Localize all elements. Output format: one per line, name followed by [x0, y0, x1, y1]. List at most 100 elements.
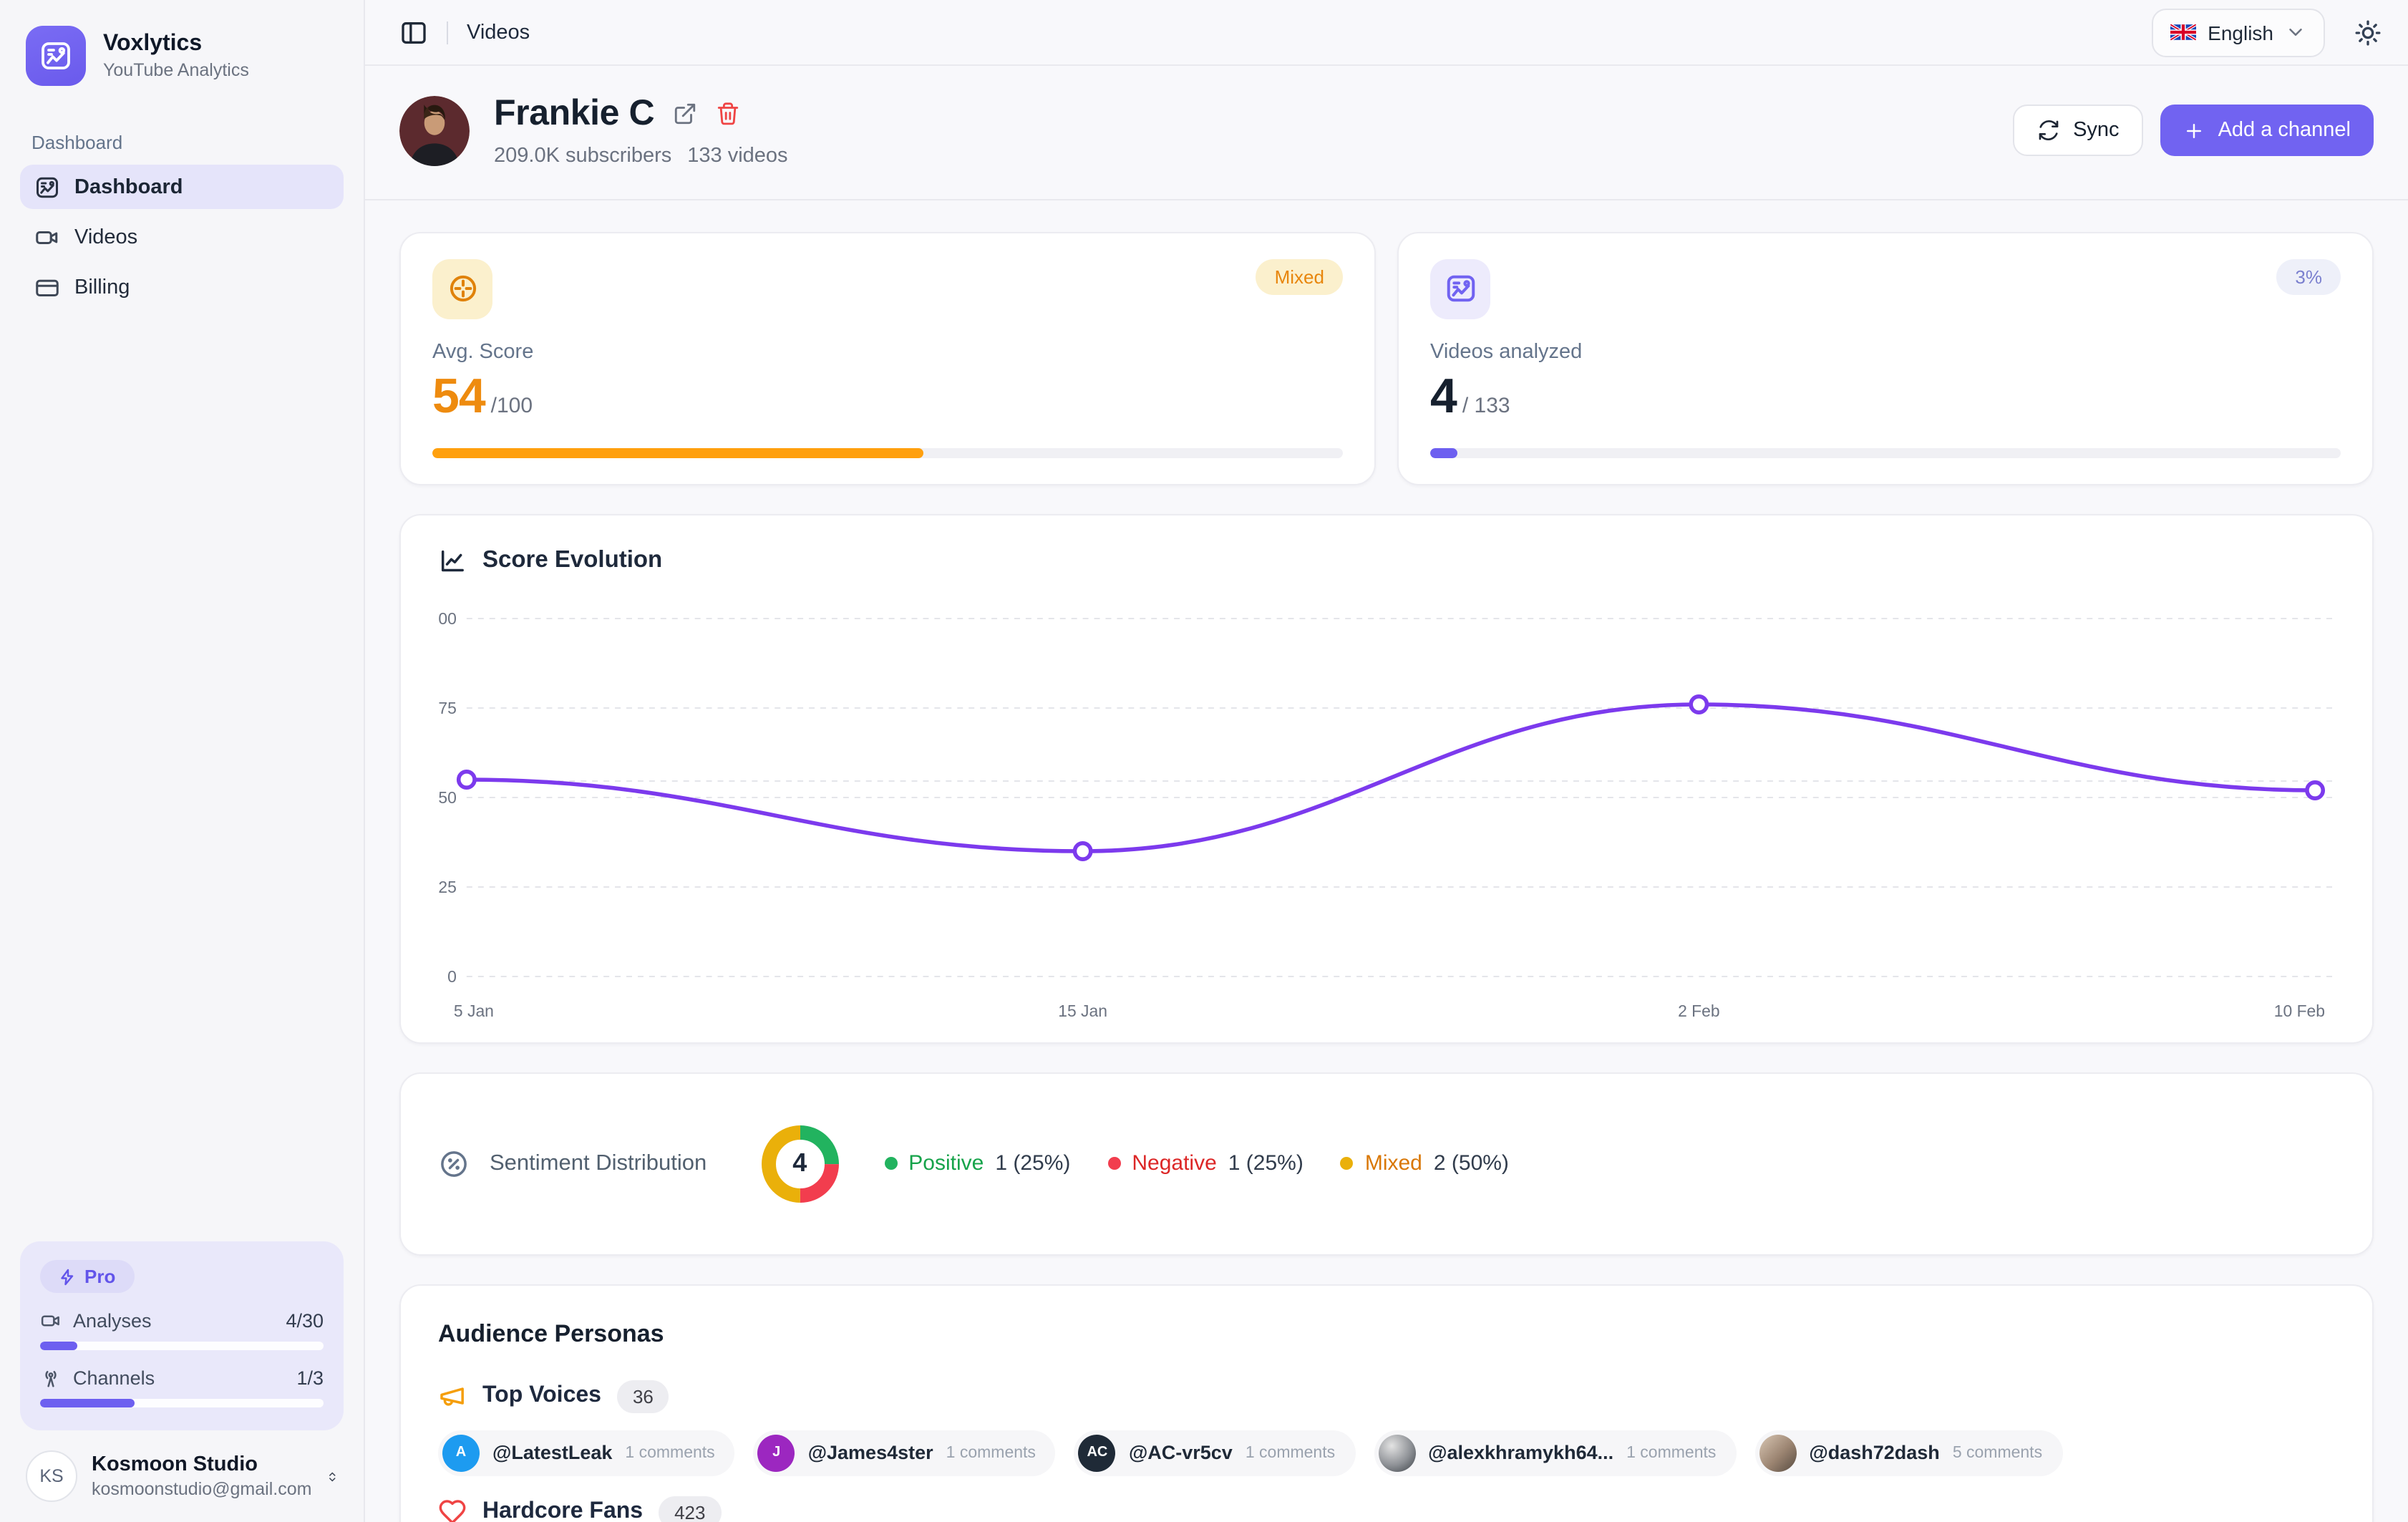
dashboard-icon — [37, 176, 58, 198]
refresh-icon — [2039, 120, 2059, 141]
chevrons-up-down-icon — [329, 1471, 335, 1481]
subscriber-count: 209.0K subscribers — [494, 144, 672, 167]
voice-chip[interactable]: AC @AC-vr5cv 1 comments — [1074, 1430, 1356, 1475]
svg-text:15 Jan: 15 Jan — [1058, 1001, 1107, 1019]
trash-icon[interactable] — [716, 102, 740, 127]
avg-score-card: Mixed Avg. Score 54 /100 — [399, 231, 1376, 485]
svg-text:25: 25 — [438, 877, 456, 896]
svg-text:75: 75 — [438, 698, 456, 717]
sidebar-nav: Dashboard Videos Billing — [20, 165, 344, 309]
crosshair-icon — [432, 258, 492, 319]
channel-header: Frankie C 209.0K subscribers 133 videos — [365, 66, 2408, 200]
avatar: AC — [1078, 1434, 1116, 1471]
hardcore-fans-header: Hardcore Fans 423 — [438, 1496, 2335, 1522]
sun-icon — [2355, 19, 2381, 45]
sidebar-toggle-icon[interactable] — [399, 18, 428, 47]
avatar — [1378, 1434, 1416, 1471]
divider — [447, 21, 448, 44]
legend-negative: Negative 1 (25%) — [1107, 1151, 1303, 1176]
language-selector[interactable]: English — [2152, 8, 2325, 57]
megaphone-icon — [440, 1387, 464, 1406]
score-progress — [432, 447, 1343, 457]
sidebar-item-billing[interactable]: Billing — [20, 265, 344, 309]
voice-chip[interactable]: @dash72dash 5 comments — [1754, 1430, 2063, 1475]
sentiment-donut[interactable]: 4 — [758, 1122, 841, 1205]
sidebar: Voxlytics YouTube Analytics Dashboard Da… — [0, 0, 365, 1522]
account-menu[interactable]: KS Kosmoon Studio kosmoonstudio@gmail.co… — [20, 1430, 344, 1505]
mixed-dot — [1340, 1157, 1354, 1170]
score-evolution-chart[interactable]: 0 25 50 75 100 5 Jan 15 Jan 2 Feb 10 Feb — [438, 595, 2335, 1027]
add-channel-button[interactable]: Add a channel — [2160, 105, 2374, 157]
content: Mixed Avg. Score 54 /100 — [365, 200, 2408, 1522]
svg-text:2 Feb: 2 Feb — [1678, 1001, 1720, 1019]
usage-row-channels: Channels 1/3 — [40, 1367, 324, 1389]
sentiment-title: Sentiment Distribution — [490, 1150, 707, 1175]
external-link-icon[interactable] — [673, 102, 697, 127]
analyzed-progress — [1430, 447, 2341, 457]
analytics-icon — [1430, 258, 1490, 319]
app-subtitle: YouTube Analytics — [103, 60, 249, 81]
app-title: Voxlytics — [103, 31, 203, 56]
group-count-badge: 36 — [616, 1380, 669, 1412]
channels-progress — [40, 1399, 324, 1407]
avatar: KS — [26, 1450, 77, 1502]
stat-suffix: / 133 — [1462, 393, 1510, 417]
svg-text:50: 50 — [438, 787, 456, 806]
videos-analyzed-card: 3% Videos analyzed 4 / 133 — [1397, 231, 2374, 485]
breadcrumb: Videos — [467, 21, 530, 44]
lightning-icon — [61, 1268, 74, 1285]
sidebar-item-videos[interactable]: Videos — [20, 215, 344, 259]
plus-icon — [2187, 123, 2202, 138]
sync-button[interactable]: Sync — [2013, 105, 2144, 157]
channel-avatar — [399, 95, 470, 166]
stat-label: Videos analyzed — [1430, 340, 1583, 363]
svg-text:10 Feb: 10 Feb — [2274, 1001, 2325, 1019]
heart-icon — [439, 1500, 466, 1522]
channel-name: Frankie C — [494, 93, 655, 133]
group-label: Hardcore Fans — [482, 1499, 644, 1522]
stat-label: Avg. Score — [432, 340, 534, 363]
voice-chip[interactable]: @alexkhramykh64... 1 comments — [1374, 1430, 1737, 1475]
voice-chip[interactable]: J @James4ster 1 comments — [753, 1430, 1056, 1475]
video-count: 133 videos — [687, 144, 788, 167]
theme-toggle[interactable] — [2345, 18, 2391, 47]
group-count-badge: 423 — [659, 1496, 722, 1522]
svg-text:5 Jan: 5 Jan — [454, 1001, 494, 1019]
account-name: Kosmoon Studio — [92, 1453, 258, 1476]
sentiment-badge: Mixed — [1256, 258, 1343, 294]
pro-badge: Pro — [40, 1260, 135, 1293]
topbar: Videos English — [365, 0, 2408, 66]
usage-label: Analyses — [73, 1310, 152, 1332]
usage-label: Channels — [73, 1367, 155, 1389]
account-email: kosmoonstudio@gmail.com — [92, 1479, 312, 1500]
main-area: Videos English — [365, 0, 2408, 1522]
sidebar-item-label: Billing — [74, 276, 130, 299]
stat-value: 4 — [1430, 369, 1457, 423]
usage-value: 4/30 — [286, 1310, 324, 1332]
negative-dot — [1107, 1157, 1121, 1170]
sidebar-item-dashboard[interactable]: Dashboard — [20, 165, 344, 209]
svg-text:0: 0 — [447, 966, 457, 985]
audience-personas-card: Audience Personas Top Voices 36 A @Lates… — [399, 1284, 2374, 1522]
score-evolution-card: Score Evolution 0 25 50 75 100 5 Jan 15 Jan 2 F… — [399, 513, 2374, 1043]
svg-text:100: 100 — [438, 609, 457, 627]
plan-usage-card: Pro Analyses 4/30 Channels — [20, 1241, 344, 1430]
line-chart-icon — [441, 549, 464, 571]
stat-suffix: /100 — [490, 393, 533, 417]
stat-value: 54 — [432, 369, 486, 423]
usage-row-analyses: Analyses 4/30 — [40, 1310, 324, 1332]
sidebar-section-label: Dashboard — [31, 132, 123, 153]
voice-chip[interactable]: A @LatestLeak 1 comments — [438, 1430, 735, 1475]
language-label: English — [2208, 21, 2273, 44]
sentiment-card: Sentiment Distribution 4 Positive 1 (25%… — [399, 1072, 2374, 1255]
positive-dot — [884, 1157, 898, 1170]
chevron-down-icon — [2289, 29, 2302, 36]
credit-card-icon — [36, 278, 59, 296]
top-voices-header: Top Voices 36 — [438, 1380, 2335, 1412]
legend-positive: Positive 1 (25%) — [884, 1151, 1070, 1176]
analyses-progress — [40, 1342, 324, 1350]
antenna-icon — [45, 1371, 57, 1387]
donut-total: 4 — [792, 1148, 807, 1177]
sidebar-item-label: Videos — [74, 226, 138, 248]
